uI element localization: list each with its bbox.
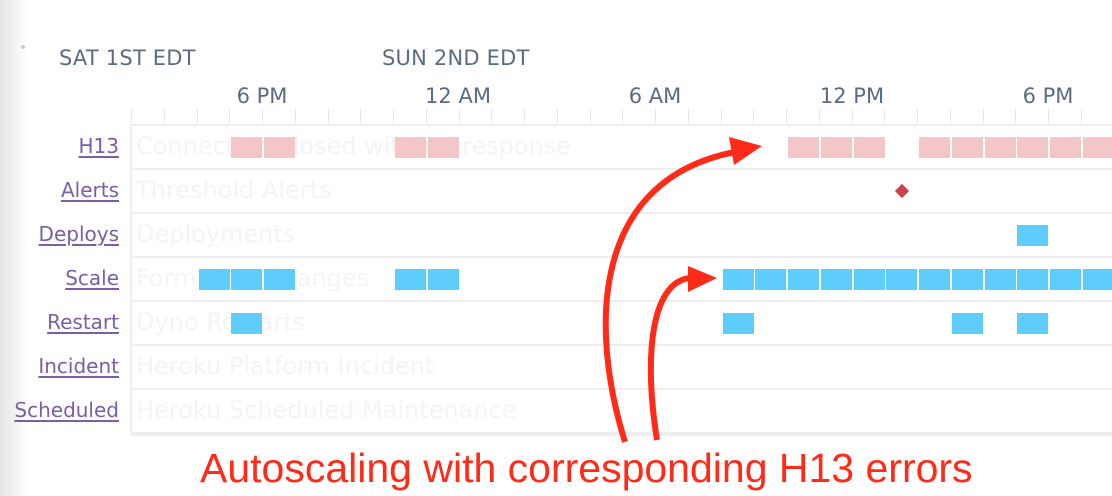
event-block[interactable] [820, 269, 852, 290]
tick-mark [425, 109, 427, 123]
tick-mark [556, 109, 558, 123]
event-block[interactable] [264, 137, 295, 158]
event-block[interactable] [919, 137, 950, 158]
tick-mark [196, 109, 198, 123]
event-block[interactable] [1050, 137, 1081, 158]
tick-mark [622, 109, 624, 123]
event-block[interactable] [1017, 137, 1049, 158]
row-label-h13[interactable]: H13 [78, 134, 120, 158]
tick-mark [458, 109, 460, 123]
timeline-row-incident: Heroku Platform Incident [132, 346, 1112, 390]
event-block[interactable] [788, 137, 819, 158]
annotation-text: Autoscaling with corresponding H13 error… [200, 445, 973, 491]
event-block[interactable] [1050, 269, 1081, 290]
hour-label: 12 AM [425, 84, 491, 108]
tick-mark [491, 109, 493, 123]
event-block[interactable] [231, 313, 263, 334]
tick-mark [1015, 109, 1017, 123]
row-description: Deployments [136, 220, 296, 248]
arrow-head-h13 [729, 137, 762, 165]
event-block[interactable] [1017, 313, 1049, 334]
row-label-scale[interactable]: Scale [65, 266, 119, 290]
event-block[interactable] [264, 269, 295, 290]
tick-mark [589, 109, 591, 123]
tick-mark [786, 109, 787, 123]
event-block[interactable] [198, 269, 230, 290]
arrow-to-h13 [602, 149, 736, 443]
tick-mark [818, 109, 820, 123]
row-description: Threshold Alerts [136, 176, 332, 204]
tick-mark [851, 109, 853, 123]
tick-mark [655, 109, 656, 123]
tick-mark [262, 109, 263, 123]
event-block[interactable] [919, 269, 950, 290]
status-dot [21, 45, 25, 49]
tick-mark [753, 109, 755, 123]
row-description: Heroku Platform Incident [136, 352, 435, 380]
row-label-scheduled[interactable]: Scheduled [14, 398, 119, 422]
tick-mark [1048, 109, 1049, 123]
tick-mark [1080, 109, 1082, 123]
event-block[interactable] [231, 137, 263, 158]
tick-mark [229, 109, 231, 123]
row-label-restart[interactable]: Restart [47, 310, 119, 334]
hour-label: 6 AM [628, 84, 682, 108]
tick-mark [294, 109, 296, 123]
event-block[interactable] [231, 269, 263, 290]
tick-mark [524, 109, 525, 123]
timeline-row-deploys: Deployments [132, 214, 1112, 258]
tick-mark [393, 109, 394, 123]
event-block[interactable] [427, 137, 459, 158]
event-block[interactable] [722, 313, 754, 334]
tick-mark [131, 109, 132, 123]
event-block[interactable] [427, 269, 459, 290]
arrow-to-scale [647, 275, 691, 441]
arrow-head-scale [688, 266, 717, 292]
row-label-incident[interactable]: Incident [38, 354, 119, 378]
event-block[interactable] [1082, 269, 1112, 290]
tick-mark [982, 109, 984, 123]
row-description: Heroku Scheduled Maintenance [136, 396, 517, 424]
event-block[interactable] [395, 137, 426, 158]
tick-mark [687, 109, 689, 123]
timeline-row-scale: Formation Changes [132, 258, 1112, 302]
hour-label: 6 PM [236, 84, 288, 108]
event-block[interactable] [1082, 137, 1112, 158]
timeline-row-h13: Connection closed without response [132, 126, 1112, 170]
tick-mark [720, 109, 722, 123]
row-label-alerts[interactable]: Alerts [60, 178, 119, 202]
tick-mark [360, 109, 362, 123]
event-block[interactable] [722, 269, 754, 290]
event-block[interactable] [886, 269, 918, 290]
event-block[interactable] [395, 269, 426, 290]
event-block[interactable] [984, 137, 1016, 158]
tick-mark [949, 109, 951, 123]
tick-mark [163, 109, 165, 123]
hour-label: 12 PM [819, 84, 885, 108]
event-block[interactable] [951, 313, 983, 334]
event-block[interactable] [755, 269, 787, 290]
row-description: Connection closed without response [136, 132, 571, 160]
event-block[interactable] [820, 137, 852, 158]
event-block[interactable] [1017, 269, 1049, 290]
timeline-row-restart: Dyno Restarts [132, 302, 1112, 346]
event-block[interactable] [788, 269, 819, 290]
tick-mark [884, 109, 886, 123]
hour-label: 6 PM [1022, 84, 1074, 108]
event-block[interactable] [951, 269, 983, 290]
event-block[interactable] [1017, 225, 1049, 246]
day-label-sat: SAT 1ST EDT [59, 46, 196, 70]
timeline-row-alerts: Threshold Alerts [132, 170, 1112, 214]
tick-mark [917, 109, 918, 123]
left-sidebar-edge [0, 0, 28, 496]
event-block[interactable] [853, 269, 885, 290]
day-label-sun: SUN 2ND EDT [382, 46, 530, 70]
event-block[interactable] [951, 137, 983, 158]
tick-mark [327, 109, 329, 123]
row-label-deploys[interactable]: Deploys [38, 222, 119, 246]
event-block[interactable] [853, 137, 885, 158]
event-block[interactable] [984, 269, 1016, 290]
row-description: Dyno Restarts [136, 308, 305, 336]
